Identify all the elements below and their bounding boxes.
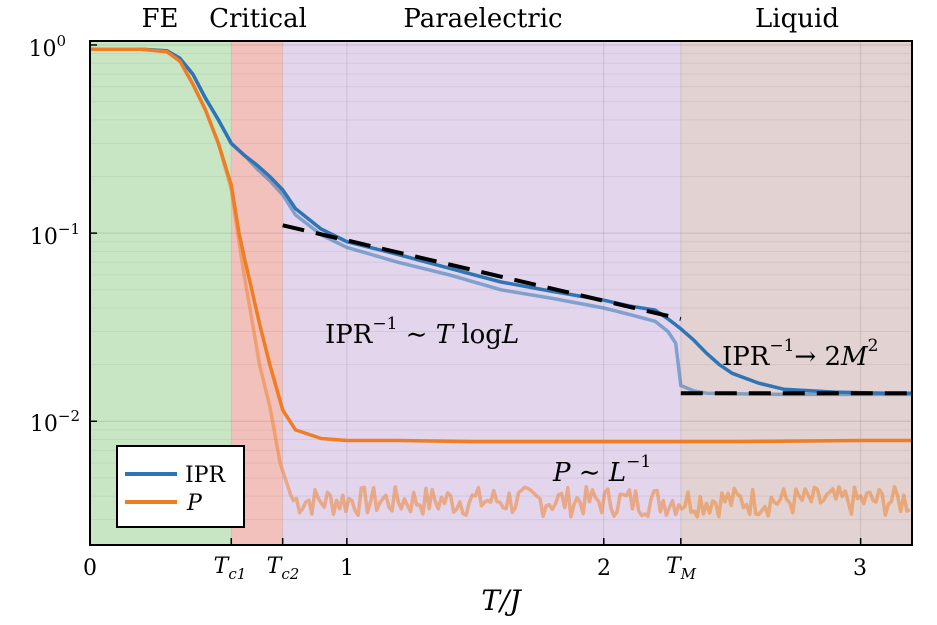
region-label-paraelectric: Paraelectric (403, 4, 562, 34)
annotation-ipr-scaling: IPR−1 ∼ T logL (325, 314, 519, 350)
annotations: IPR−1 ∼ T logL IPR−1→ 2M2 P ∼ L−1 (325, 314, 878, 488)
region-titles: FE Critical Paraelectric Liquid (141, 4, 838, 34)
y-tick-label-0.01: 10−2 (30, 407, 80, 437)
legend: IPR P (116, 445, 245, 528)
x-tick-label-0: 0 (83, 556, 97, 581)
x-axis-label: T/J (481, 584, 522, 617)
x-tick-label-2: 2 (597, 556, 611, 581)
reference-lines (282, 223, 912, 396)
annotation-p-scaling: P ∼ L−1 (552, 452, 651, 488)
region-liquid (680, 41, 912, 545)
legend-box (116, 445, 245, 528)
legend-label-p: P (186, 491, 203, 516)
x-tick-label-1: 1 (340, 556, 354, 581)
y-tick-label-1: 100 (28, 32, 66, 62)
series-layer (90, 47, 912, 519)
x-tick-label-tc2: Tc2 (267, 554, 300, 583)
region-label-fe: FE (141, 4, 178, 34)
x-ticks (89, 538, 862, 545)
region-label-liquid: Liquid (755, 4, 839, 34)
plot-frame (89, 40, 913, 546)
series-ipr-dark (90, 47, 912, 395)
x-tick-label-tm: TM (666, 554, 697, 583)
x-tick-labels: 0 1 2 3 Tc1 Tc2 TM (83, 554, 867, 583)
region-paraelectric (282, 41, 681, 545)
x-tick-label-tc1: Tc1 (214, 554, 247, 583)
y-tick-label-0.1: 10−1 (30, 220, 80, 250)
region-label-critical: Critical (209, 4, 307, 34)
legend-label-ipr: IPR (185, 463, 226, 488)
x-tick-label-3: 3 (853, 556, 867, 581)
phase-regions (90, 41, 912, 545)
series-p-dark (90, 47, 912, 444)
series-p-light (90, 47, 911, 519)
y-tick-labels: 100 10−1 10−2 (28, 32, 80, 437)
y-ticks (90, 44, 97, 423)
annotation-ipr-limit: IPR−1→ 2M2 (722, 336, 878, 372)
reference-line-0 (282, 223, 682, 321)
